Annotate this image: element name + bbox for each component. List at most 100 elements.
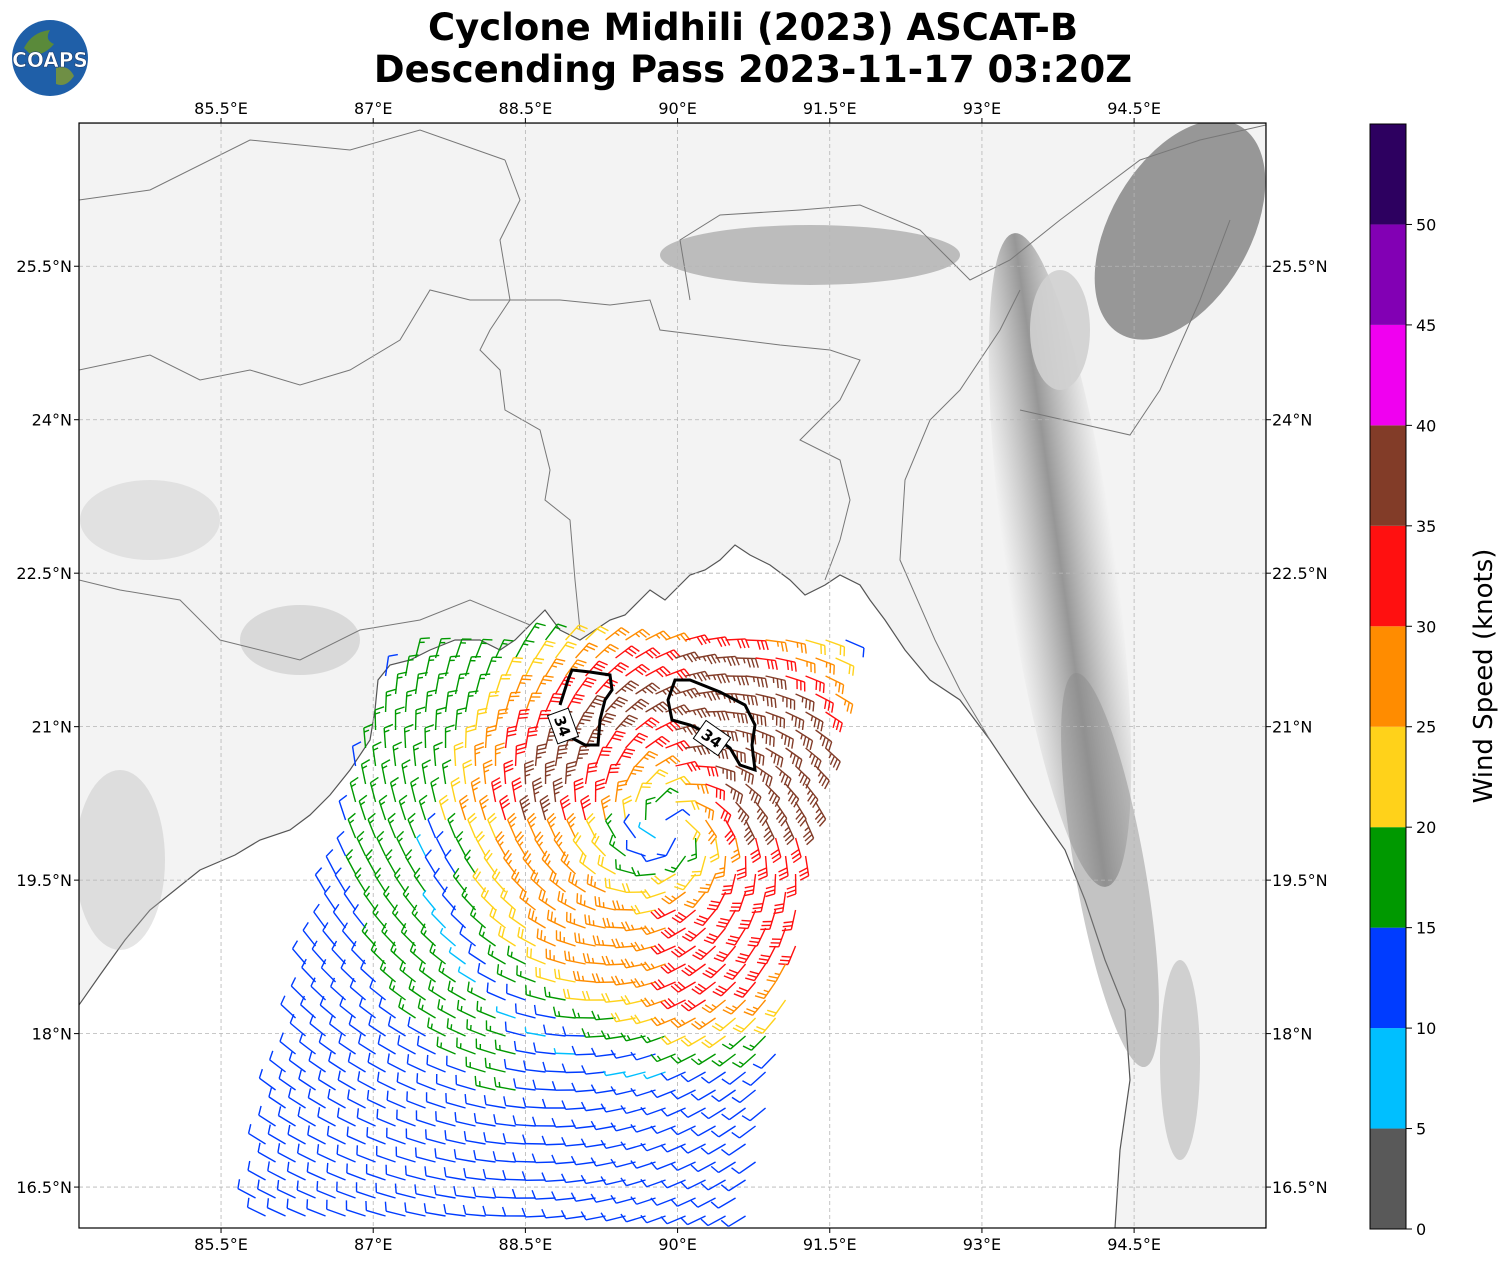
wind-barb (418, 794, 428, 821)
wind-barb (381, 759, 391, 785)
lon-tick-bottom-6: 94.5°E (1107, 1235, 1161, 1254)
wind-barb (513, 1078, 536, 1091)
wind-barb (444, 1130, 466, 1145)
wind-barb (247, 1124, 266, 1145)
globe-logo-icon: COAPS (12, 20, 88, 96)
wind-barb (625, 732, 649, 749)
wind-barb (484, 656, 502, 677)
wind-barb (585, 660, 608, 677)
wind-barb (590, 1120, 616, 1131)
colorbar-tick-15: 15 (1416, 919, 1436, 938)
wind-barb (514, 1003, 536, 1019)
wind-barb (502, 1133, 526, 1145)
wind-barb (725, 711, 749, 724)
wind-barb (705, 636, 731, 647)
wind-barb (407, 1016, 426, 1037)
wind-barb (375, 1182, 396, 1199)
wind-barb (494, 708, 509, 731)
wind-barb (670, 981, 696, 993)
contour-34kt-west (558, 668, 614, 747)
wind-barb (349, 776, 359, 803)
wind-barb (345, 849, 357, 875)
wind-barb (457, 966, 476, 983)
wind-barb (731, 1161, 756, 1175)
wind-barb (650, 873, 676, 885)
wind-barb (437, 999, 456, 1019)
wind-barb (466, 1019, 486, 1037)
wind-barb (375, 1145, 396, 1163)
lon-tick-bottom-4: 91.5°E (803, 1235, 857, 1254)
wind-barb (730, 837, 741, 864)
wind-barb (680, 1071, 706, 1083)
wind-barb (680, 999, 706, 1012)
wind-barb (523, 759, 535, 785)
wind-barb (614, 779, 628, 803)
wind-barb (483, 849, 497, 875)
wind-barb (660, 1071, 686, 1081)
wind-barb (503, 849, 517, 875)
wind-barb (309, 1014, 326, 1037)
wind-barb (541, 1208, 566, 1219)
wind-barb (656, 837, 677, 857)
wind-barb (601, 992, 626, 1003)
wind-barb (835, 693, 854, 714)
wind-barb (494, 742, 505, 767)
wind-barb (508, 907, 526, 929)
wind-barb (489, 906, 506, 929)
logo-land (24, 30, 54, 56)
wind-barb (465, 1056, 486, 1073)
wind-barb (580, 1101, 606, 1112)
wind-barb (845, 639, 865, 658)
wind-barb (742, 1071, 767, 1087)
wind-barb (503, 1058, 526, 1073)
wind-barb (269, 1050, 286, 1073)
wind-barb (356, 1145, 376, 1163)
wind-barb (579, 852, 596, 875)
wind-barb (346, 1126, 366, 1145)
wind-barb (553, 968, 576, 983)
wind-barb (464, 849, 477, 875)
wind-barb (733, 981, 757, 998)
wind-barb (372, 904, 387, 929)
wind-barb (736, 855, 747, 880)
wind-barb (560, 1210, 586, 1220)
wind-barb (436, 1036, 456, 1055)
wind-barb (775, 729, 794, 749)
wind-barb (434, 1148, 456, 1163)
wind-barb (398, 794, 408, 821)
wind-barb (750, 837, 762, 864)
wind-barb (835, 657, 855, 676)
wind-barb (403, 723, 414, 749)
wind-barb (365, 1164, 386, 1181)
wind-barb (454, 1112, 476, 1127)
colorbar-bin-10-15 (1370, 927, 1406, 1029)
wind-barb (561, 1173, 586, 1184)
wind-barb (580, 1174, 606, 1185)
wind-barb (318, 1033, 336, 1055)
wind-barb (630, 978, 656, 989)
wind-barb (339, 996, 356, 1019)
wind-barb (504, 656, 523, 677)
wind-barb (747, 927, 767, 947)
wind-barb (604, 730, 626, 749)
wind-barb (665, 740, 691, 752)
wind-barb (435, 830, 447, 857)
wind-barb (731, 1125, 756, 1139)
wind-barb (458, 794, 469, 821)
wind-barb (386, 1127, 406, 1145)
wind-barb (551, 1117, 576, 1128)
wind-barb (513, 1040, 536, 1055)
wind-barb (724, 819, 736, 845)
wind-barb (323, 885, 337, 911)
wind-barb (715, 655, 740, 667)
wind-barb (535, 966, 556, 983)
wind-barb (741, 1107, 767, 1122)
wind-barb (365, 1200, 386, 1217)
wind-barb (438, 794, 449, 821)
wind-barb (530, 869, 547, 893)
wind-barb (716, 909, 737, 929)
wind-barb (384, 1201, 406, 1217)
wind-barb (341, 922, 357, 947)
wind-barb (735, 945, 757, 964)
axis-ticks: 85.5°E 85.5°E 87°E 87°E 88.5°E 88.5°E 90°E 90°E… (16, 99, 1327, 1254)
